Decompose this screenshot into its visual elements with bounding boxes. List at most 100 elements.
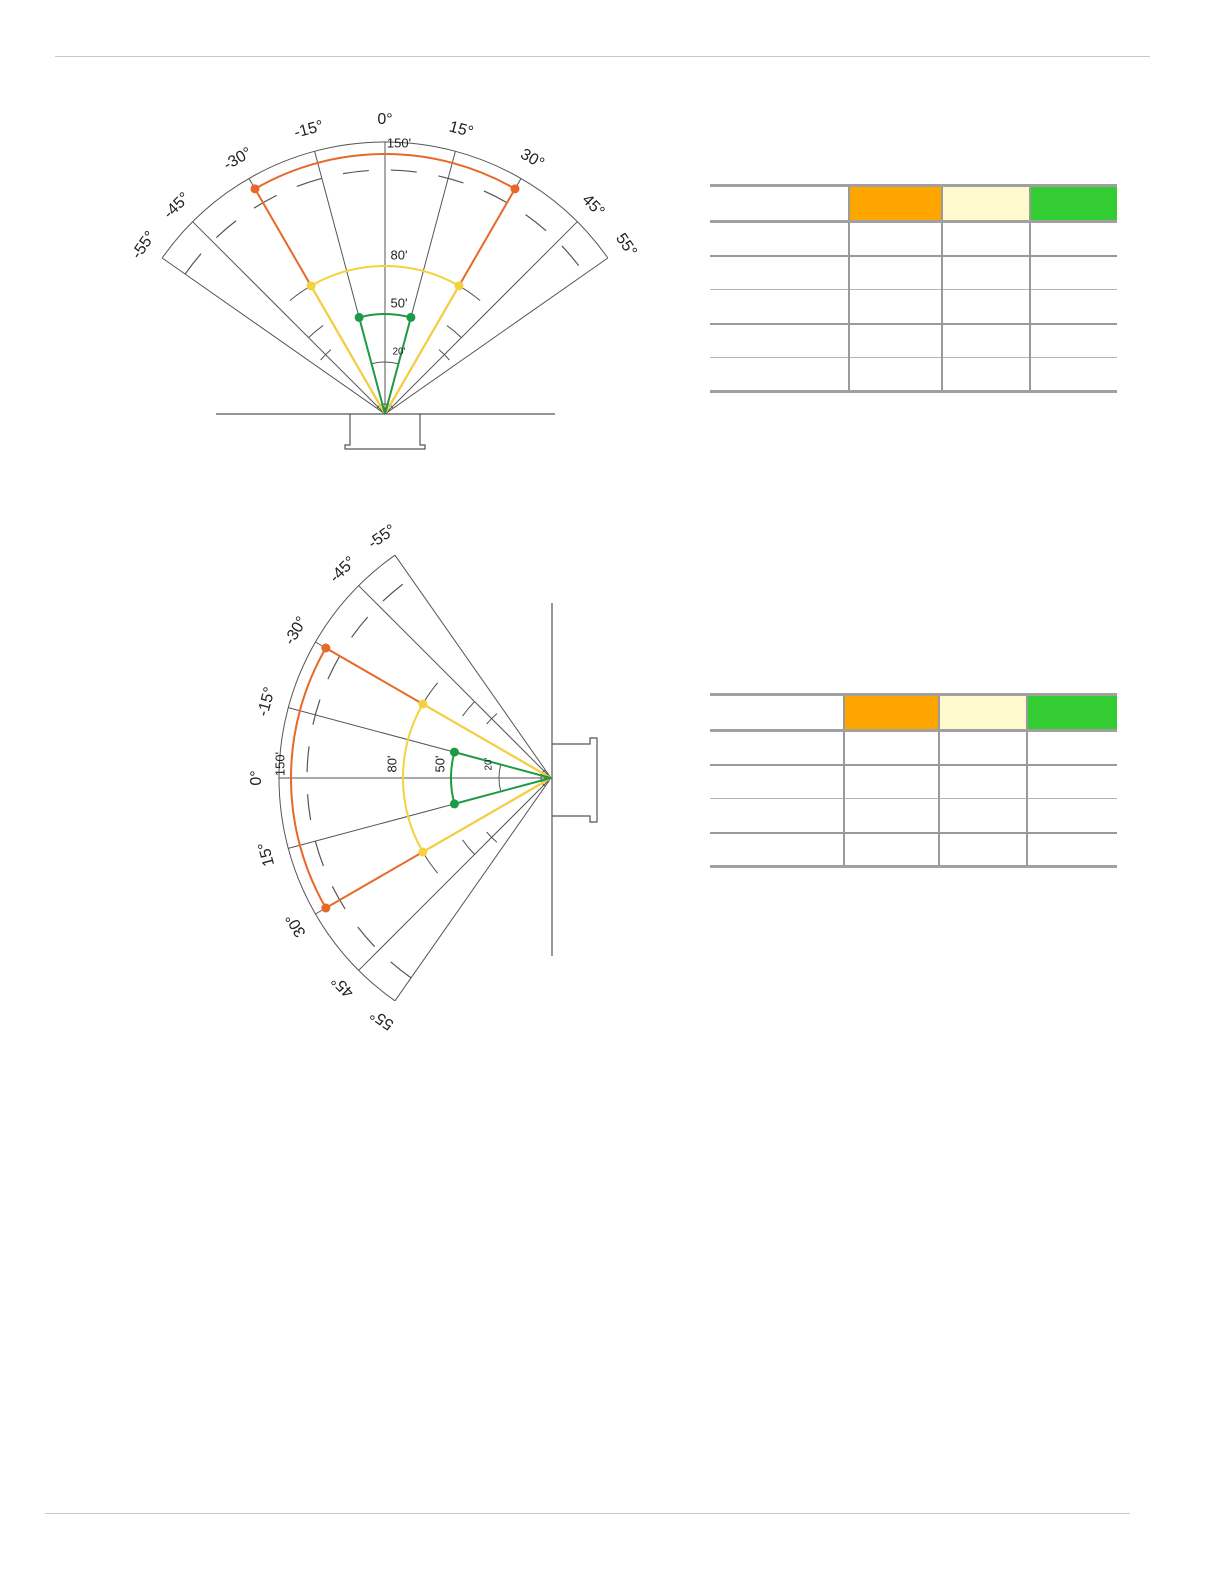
table-cell [938,832,1027,867]
header-cell-label [710,694,844,732]
long_range-zone-point [321,903,331,913]
short_range-zone-edge [358,317,386,415]
table-cell [1029,221,1117,257]
range-label: 150' [272,752,287,776]
dashed-range-arc [184,169,586,275]
range-tick-arc [438,349,450,361]
table-cell [843,730,939,766]
radial-grid-line [161,257,386,415]
angle-label: -15° [255,685,279,718]
range-label: 50' [432,756,447,773]
range-label: 80' [391,247,408,262]
sensor-device-outline [552,737,598,823]
header-cell-orange [848,185,942,223]
table-cell [941,357,1030,392]
range-tick-arc [446,325,462,338]
range-label: 50' [391,295,408,310]
table-cell [848,221,942,257]
table-cell [710,255,849,290]
table-cell [710,289,849,325]
table-cell [938,764,1027,799]
radial-grid-line [384,257,609,415]
range-label: 80' [384,756,399,773]
short_range-zone-point [449,799,459,809]
dashed-range-arc [306,577,412,979]
mid_range-zone-edge [310,285,386,415]
table-cell [843,764,939,799]
range-label: 20' [484,757,495,770]
table-cell [1029,255,1117,290]
angle-label: 45° [328,972,357,1001]
table-cell [710,221,849,257]
table-cell [1029,323,1117,358]
table-cell [941,323,1030,358]
table-cell [848,255,942,290]
table-cell [938,730,1027,766]
table-cell [1026,764,1117,799]
mid_range-zone-point [418,847,428,857]
header-cell-green [1029,185,1117,223]
mid_range-zone-edge [422,703,552,779]
sensor-device-outline [344,414,426,450]
coverage-table-side [710,693,1117,868]
table-cell [710,730,844,766]
angle-label: 0° [248,770,265,785]
range-tick-arc [486,831,498,843]
apex-arc [540,769,546,787]
mid_range-zone-point [306,281,316,291]
radial-grid-line [192,221,386,415]
mid_range-zone-edge [422,777,552,853]
range-tick-arc [320,349,332,361]
table-cell [843,798,939,834]
table-cell [1026,730,1117,766]
table-cell [941,289,1030,325]
short_range-zone-point [449,747,459,757]
header-cell-green [1026,694,1117,732]
apex-arc [376,403,394,409]
header-cell-orange [843,694,939,732]
mid_range-zone-edge [384,285,460,415]
top-rule [55,56,1150,57]
angle-label: 15° [255,840,278,868]
bottom-rule [45,1513,1130,1514]
outer-boundary-arc [161,141,609,259]
table-cell [848,357,942,392]
mid_range-zone-point [418,699,428,709]
long_range-zone-point [250,184,260,194]
angle-label: 15° [447,118,475,141]
radial-grid-line [358,777,552,971]
radial-grid-line [394,554,552,779]
table-cell [938,798,1027,834]
mid_range-zone-arc [310,265,460,287]
range-tick-arc [462,701,475,717]
radial-grid-line [358,585,552,779]
coverage-table-top [710,184,1117,393]
table-cell [941,221,1030,257]
table-cell [1026,798,1117,834]
angle-label: 55° [367,1005,397,1033]
long_range-zone-point [510,184,520,194]
header-cell-cream [941,185,1030,223]
short_range-zone-edge [454,751,552,779]
range-tick-arc [462,839,475,855]
long_range-zone-arc [254,153,516,190]
short_range-zone-point [406,312,416,322]
table-cell [848,323,942,358]
range-label: 150' [387,135,411,150]
table-cell [710,798,844,834]
short_range-zone-edge [384,317,412,415]
radial-grid-line [384,221,578,415]
table-cell [710,764,844,799]
table-cell [710,323,849,358]
table-cell [710,833,844,867]
range-tick-arc [486,713,498,725]
mid_range-zone-point [454,281,464,291]
table-cell [848,289,942,325]
short_range-zone-point [354,312,364,322]
range-label: 20' [392,347,405,358]
range-tick-arc [308,325,324,338]
angle-label: -45° [326,553,359,586]
table-cell [1029,289,1117,325]
